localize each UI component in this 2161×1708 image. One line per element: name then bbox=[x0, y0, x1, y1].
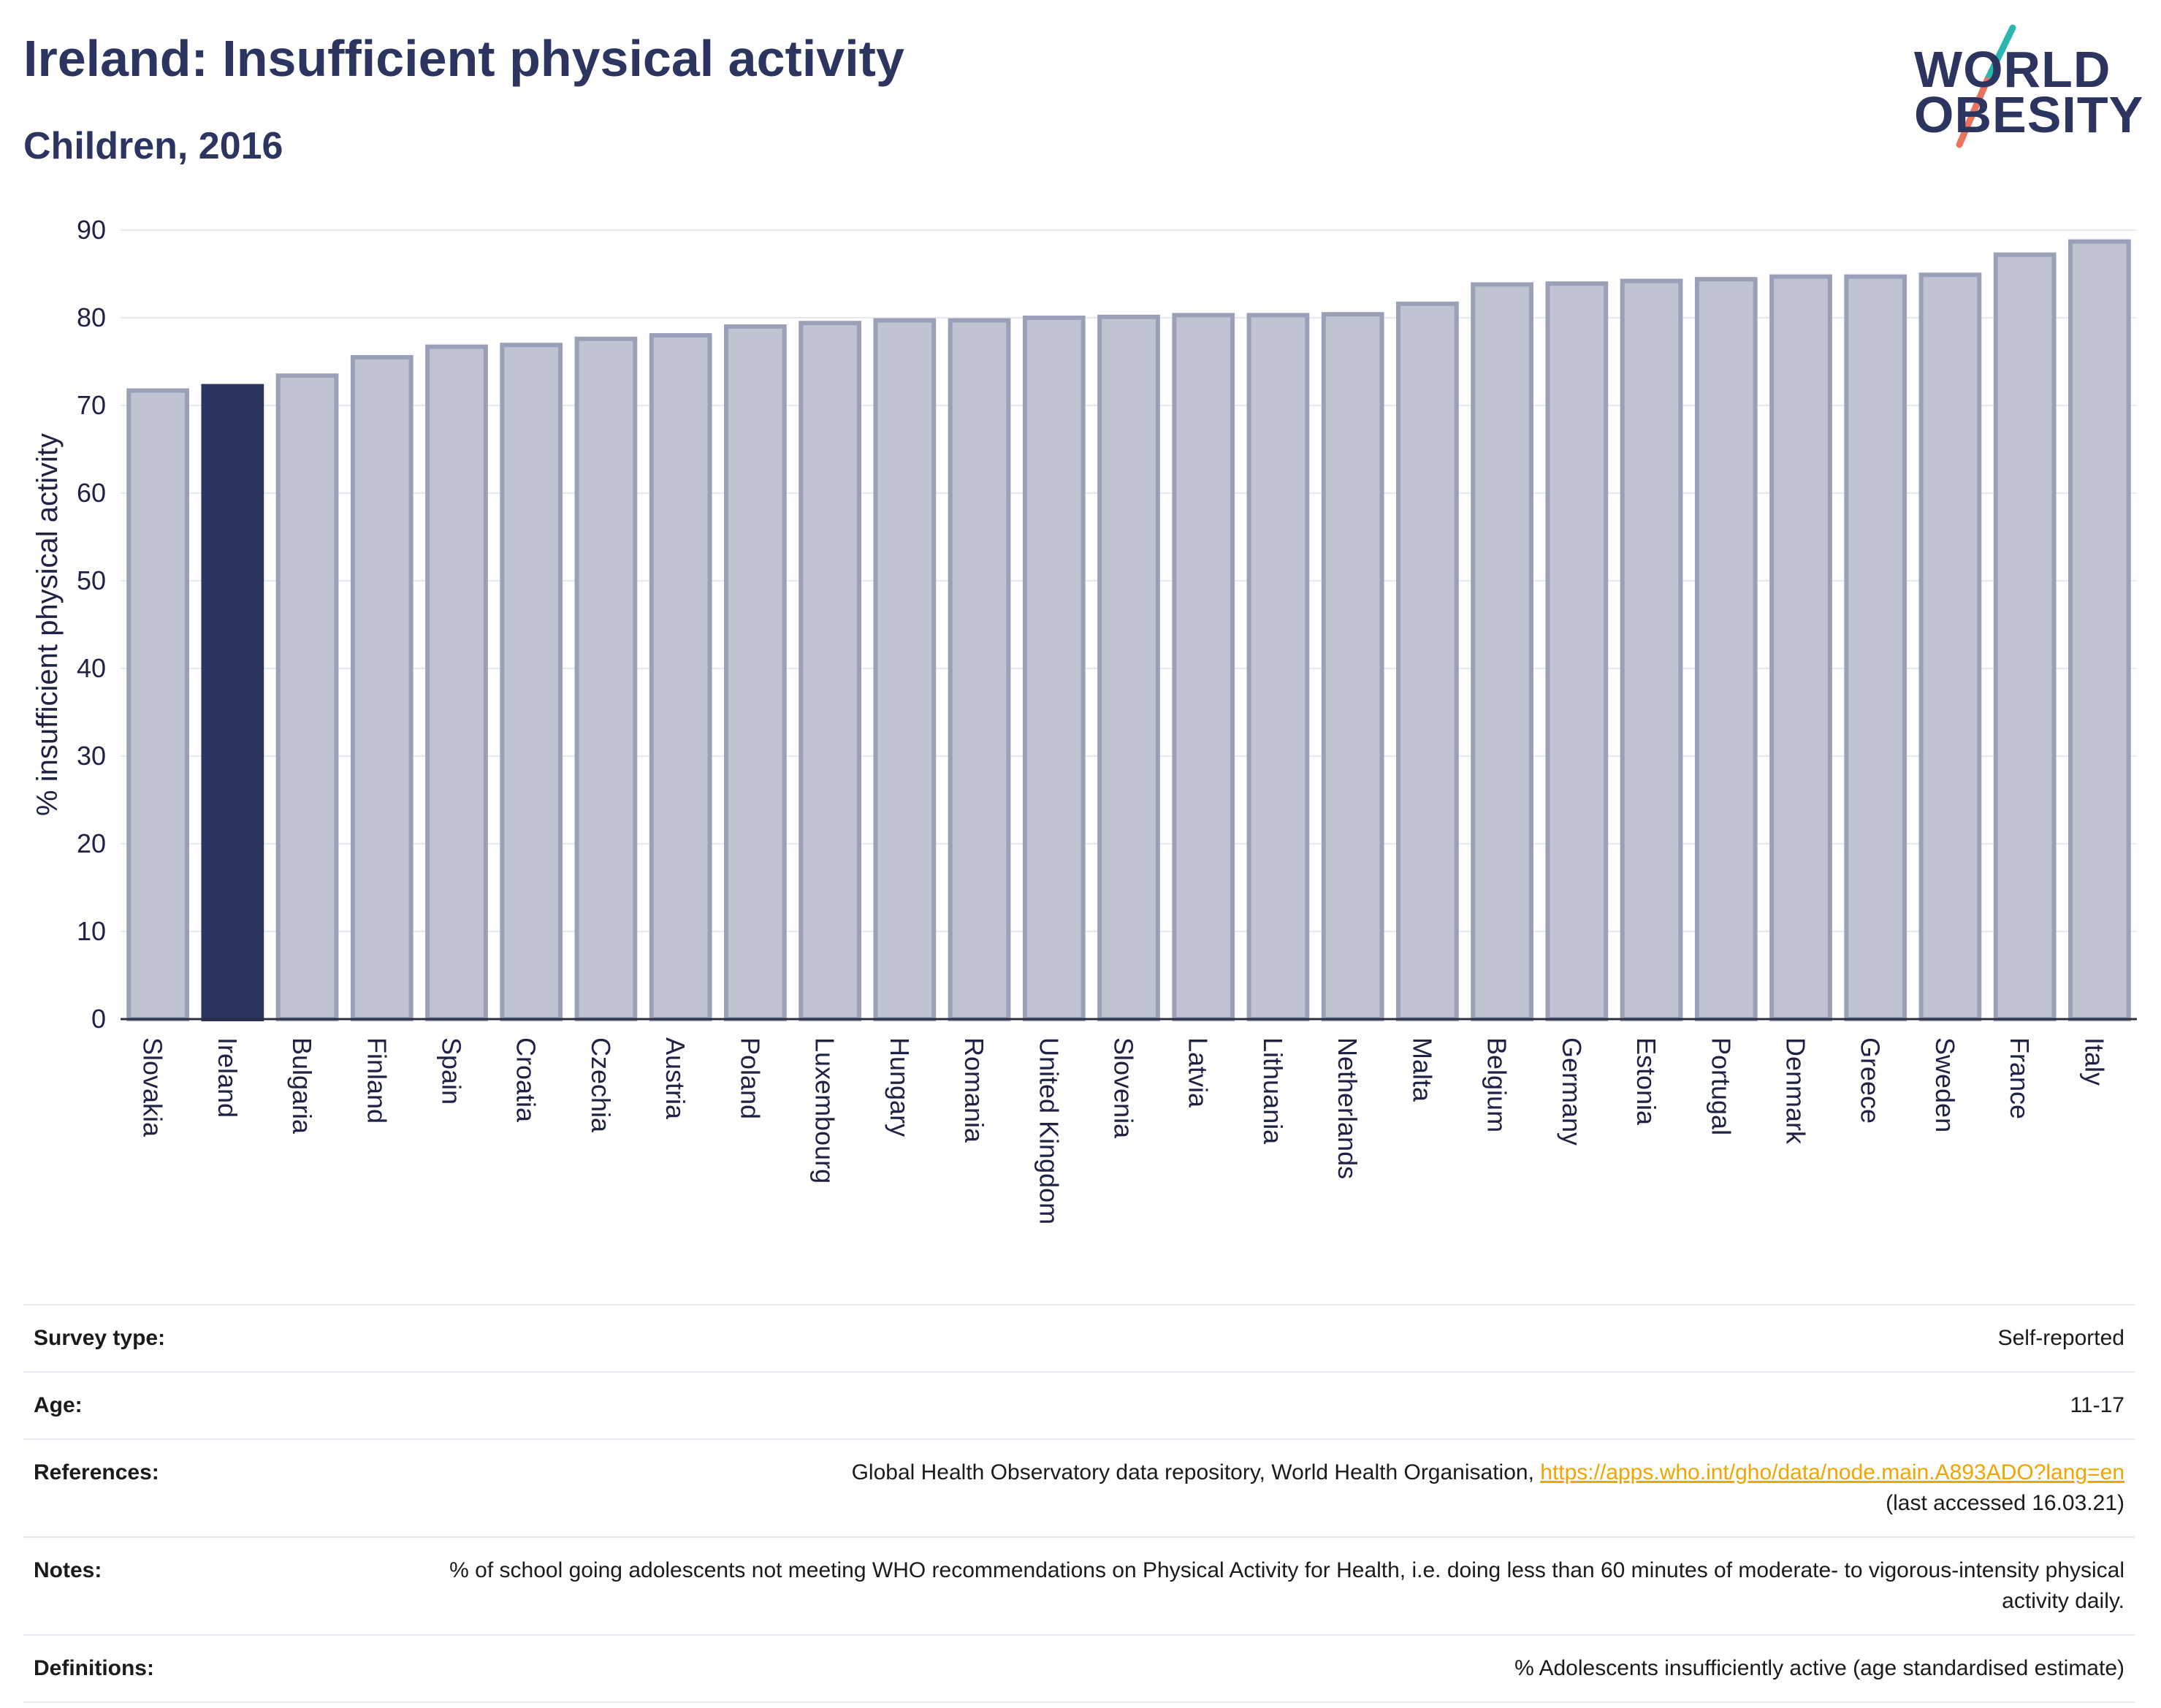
x-tick-label: Netherlands bbox=[1333, 1037, 1362, 1179]
logo-word-world: WORLD bbox=[1914, 41, 2111, 98]
survey-type-value: Self-reported bbox=[1997, 1326, 2124, 1350]
definitions-label: Definitions: bbox=[34, 1656, 154, 1680]
x-tick-label: Portugal bbox=[1706, 1037, 1736, 1135]
x-tick-label: Germany bbox=[1557, 1037, 1587, 1145]
x-tick-label: Bulgaria bbox=[287, 1037, 317, 1135]
x-tick-label: Croatia bbox=[511, 1037, 541, 1123]
bar-france bbox=[1993, 252, 2057, 1022]
bar-luxembourg bbox=[799, 321, 861, 1021]
chart-subtitle: Children, 2016 bbox=[23, 125, 283, 167]
meta-row-definitions: Definitions: % Adolescents insufficientl… bbox=[23, 1636, 2135, 1703]
bar-netherlands bbox=[1321, 312, 1384, 1021]
world-obesity-logo: WORLD OBESITY bbox=[1899, 22, 2148, 153]
bar-slovakia bbox=[126, 388, 189, 1022]
bar-chart: 0 10 20 30 40 50 60 70 80 90 Slovakia Ireland Bulga… bbox=[31, 215, 2137, 1224]
bar-austria bbox=[649, 333, 712, 1021]
y-tick-label: 90 bbox=[77, 215, 106, 245]
bar-finland bbox=[350, 355, 413, 1021]
bar-bulgaria bbox=[275, 373, 339, 1021]
meta-row-references: References: Global Health Observatory da… bbox=[23, 1440, 2135, 1538]
notes-value: % of school going adolescents not meetin… bbox=[449, 1558, 2124, 1613]
x-tick-label: Czechia bbox=[586, 1037, 616, 1133]
bar-estonia bbox=[1620, 278, 1683, 1022]
notes-label: Notes: bbox=[34, 1558, 102, 1582]
x-tick-label: Italy bbox=[2079, 1037, 2109, 1086]
y-axis-label: % insufficient physical activity bbox=[31, 433, 64, 816]
x-tick-label: Ireland bbox=[213, 1037, 243, 1118]
x-tick-label: Poland bbox=[735, 1037, 765, 1119]
metadata-table: Survey type: Self-reported Age: 11-17 Re… bbox=[23, 1304, 2135, 1703]
x-tick-label: Denmark bbox=[1780, 1037, 1810, 1145]
bars bbox=[126, 239, 2131, 1022]
bar-lithuania bbox=[1246, 313, 1310, 1021]
y-tick-label: 50 bbox=[77, 565, 106, 595]
x-tick-label: United Kingdom bbox=[1034, 1037, 1064, 1224]
logo-slash-icon bbox=[1956, 24, 2016, 148]
bar-romania bbox=[948, 318, 1011, 1022]
x-tick-label: Austria bbox=[660, 1037, 690, 1120]
bar-greece bbox=[1844, 274, 1907, 1022]
x-tick-label: Sweden bbox=[1930, 1037, 1960, 1132]
bar-ireland bbox=[201, 384, 264, 1022]
bar-portugal bbox=[1694, 277, 1758, 1021]
x-tick-label: Slovakia bbox=[138, 1037, 168, 1137]
x-tick-label: Hungary bbox=[885, 1037, 915, 1137]
age-label: Age: bbox=[34, 1393, 83, 1417]
bar-spain bbox=[425, 344, 488, 1022]
age-value: 11-17 bbox=[2070, 1393, 2124, 1417]
meta-row-survey: Survey type: Self-reported bbox=[23, 1305, 2135, 1373]
x-tick-label: Romania bbox=[959, 1037, 989, 1143]
bar-hungary bbox=[873, 318, 937, 1022]
meta-row-notes: Notes: % of school going adolescents not… bbox=[23, 1538, 2135, 1636]
y-tick-label: 10 bbox=[77, 916, 106, 946]
y-axis-ticks: 0 10 20 30 40 50 60 70 80 90 bbox=[77, 215, 106, 1034]
logo-word-obesity: OBESITY bbox=[1914, 86, 2144, 143]
y-tick-label: 60 bbox=[77, 478, 106, 508]
x-tick-label: Slovenia bbox=[1108, 1037, 1138, 1139]
y-tick-label: 0 bbox=[91, 1004, 106, 1034]
bar-italy bbox=[2068, 239, 2131, 1022]
x-tick-label: Latvia bbox=[1184, 1037, 1213, 1108]
references-text: Global Health Observatory data repositor… bbox=[851, 1460, 1534, 1484]
bar-slovenia bbox=[1097, 314, 1160, 1022]
x-tick-label: Belgium bbox=[1482, 1037, 1512, 1132]
x-axis-ticks: Slovakia Ireland Bulgaria Finland Spain Croat… bbox=[138, 1037, 2110, 1224]
y-tick-label: 70 bbox=[77, 390, 106, 420]
x-tick-label: Luxembourg bbox=[810, 1037, 840, 1183]
x-tick-label: Spain bbox=[436, 1037, 466, 1105]
definitions-value: % Adolescents insufficiently active (age… bbox=[1514, 1656, 2124, 1680]
y-tick-label: 80 bbox=[77, 302, 106, 332]
x-tick-label: Malta bbox=[1407, 1037, 1437, 1102]
meta-row-age: Age: 11-17 bbox=[23, 1373, 2135, 1440]
bar-croatia bbox=[500, 343, 563, 1021]
y-tick-label: 30 bbox=[77, 741, 106, 771]
references-label: References: bbox=[34, 1460, 159, 1484]
y-tick-label: 40 bbox=[77, 653, 106, 683]
bar-denmark bbox=[1769, 274, 1832, 1022]
x-tick-label: France bbox=[2005, 1037, 2035, 1119]
x-tick-label: Lithuania bbox=[1258, 1037, 1288, 1145]
bar-belgium bbox=[1471, 282, 1533, 1021]
bar-germany bbox=[1545, 281, 1609, 1021]
y-tick-label: 20 bbox=[77, 828, 106, 858]
references-link[interactable]: https://apps.who.int/gho/data/node.main.… bbox=[1540, 1460, 2124, 1484]
references-value: Global Health Observatory data repositor… bbox=[852, 1457, 2124, 1519]
bar-czechia bbox=[574, 336, 638, 1022]
bar-latvia bbox=[1172, 313, 1235, 1021]
bar-united-kingdom bbox=[1022, 316, 1086, 1021]
survey-type-label: Survey type: bbox=[34, 1326, 166, 1350]
references-accessed: (last accessed 16.03.21) bbox=[1886, 1491, 2124, 1515]
x-tick-label: Greece bbox=[1856, 1037, 1886, 1124]
x-tick-label: Estonia bbox=[1631, 1037, 1661, 1126]
bar-poland bbox=[724, 324, 787, 1021]
chart-title: Ireland: Insufficient physical activity bbox=[23, 30, 904, 87]
x-tick-label: Finland bbox=[362, 1037, 392, 1124]
bar-sweden bbox=[1918, 272, 1982, 1021]
bar-malta bbox=[1396, 301, 1459, 1022]
